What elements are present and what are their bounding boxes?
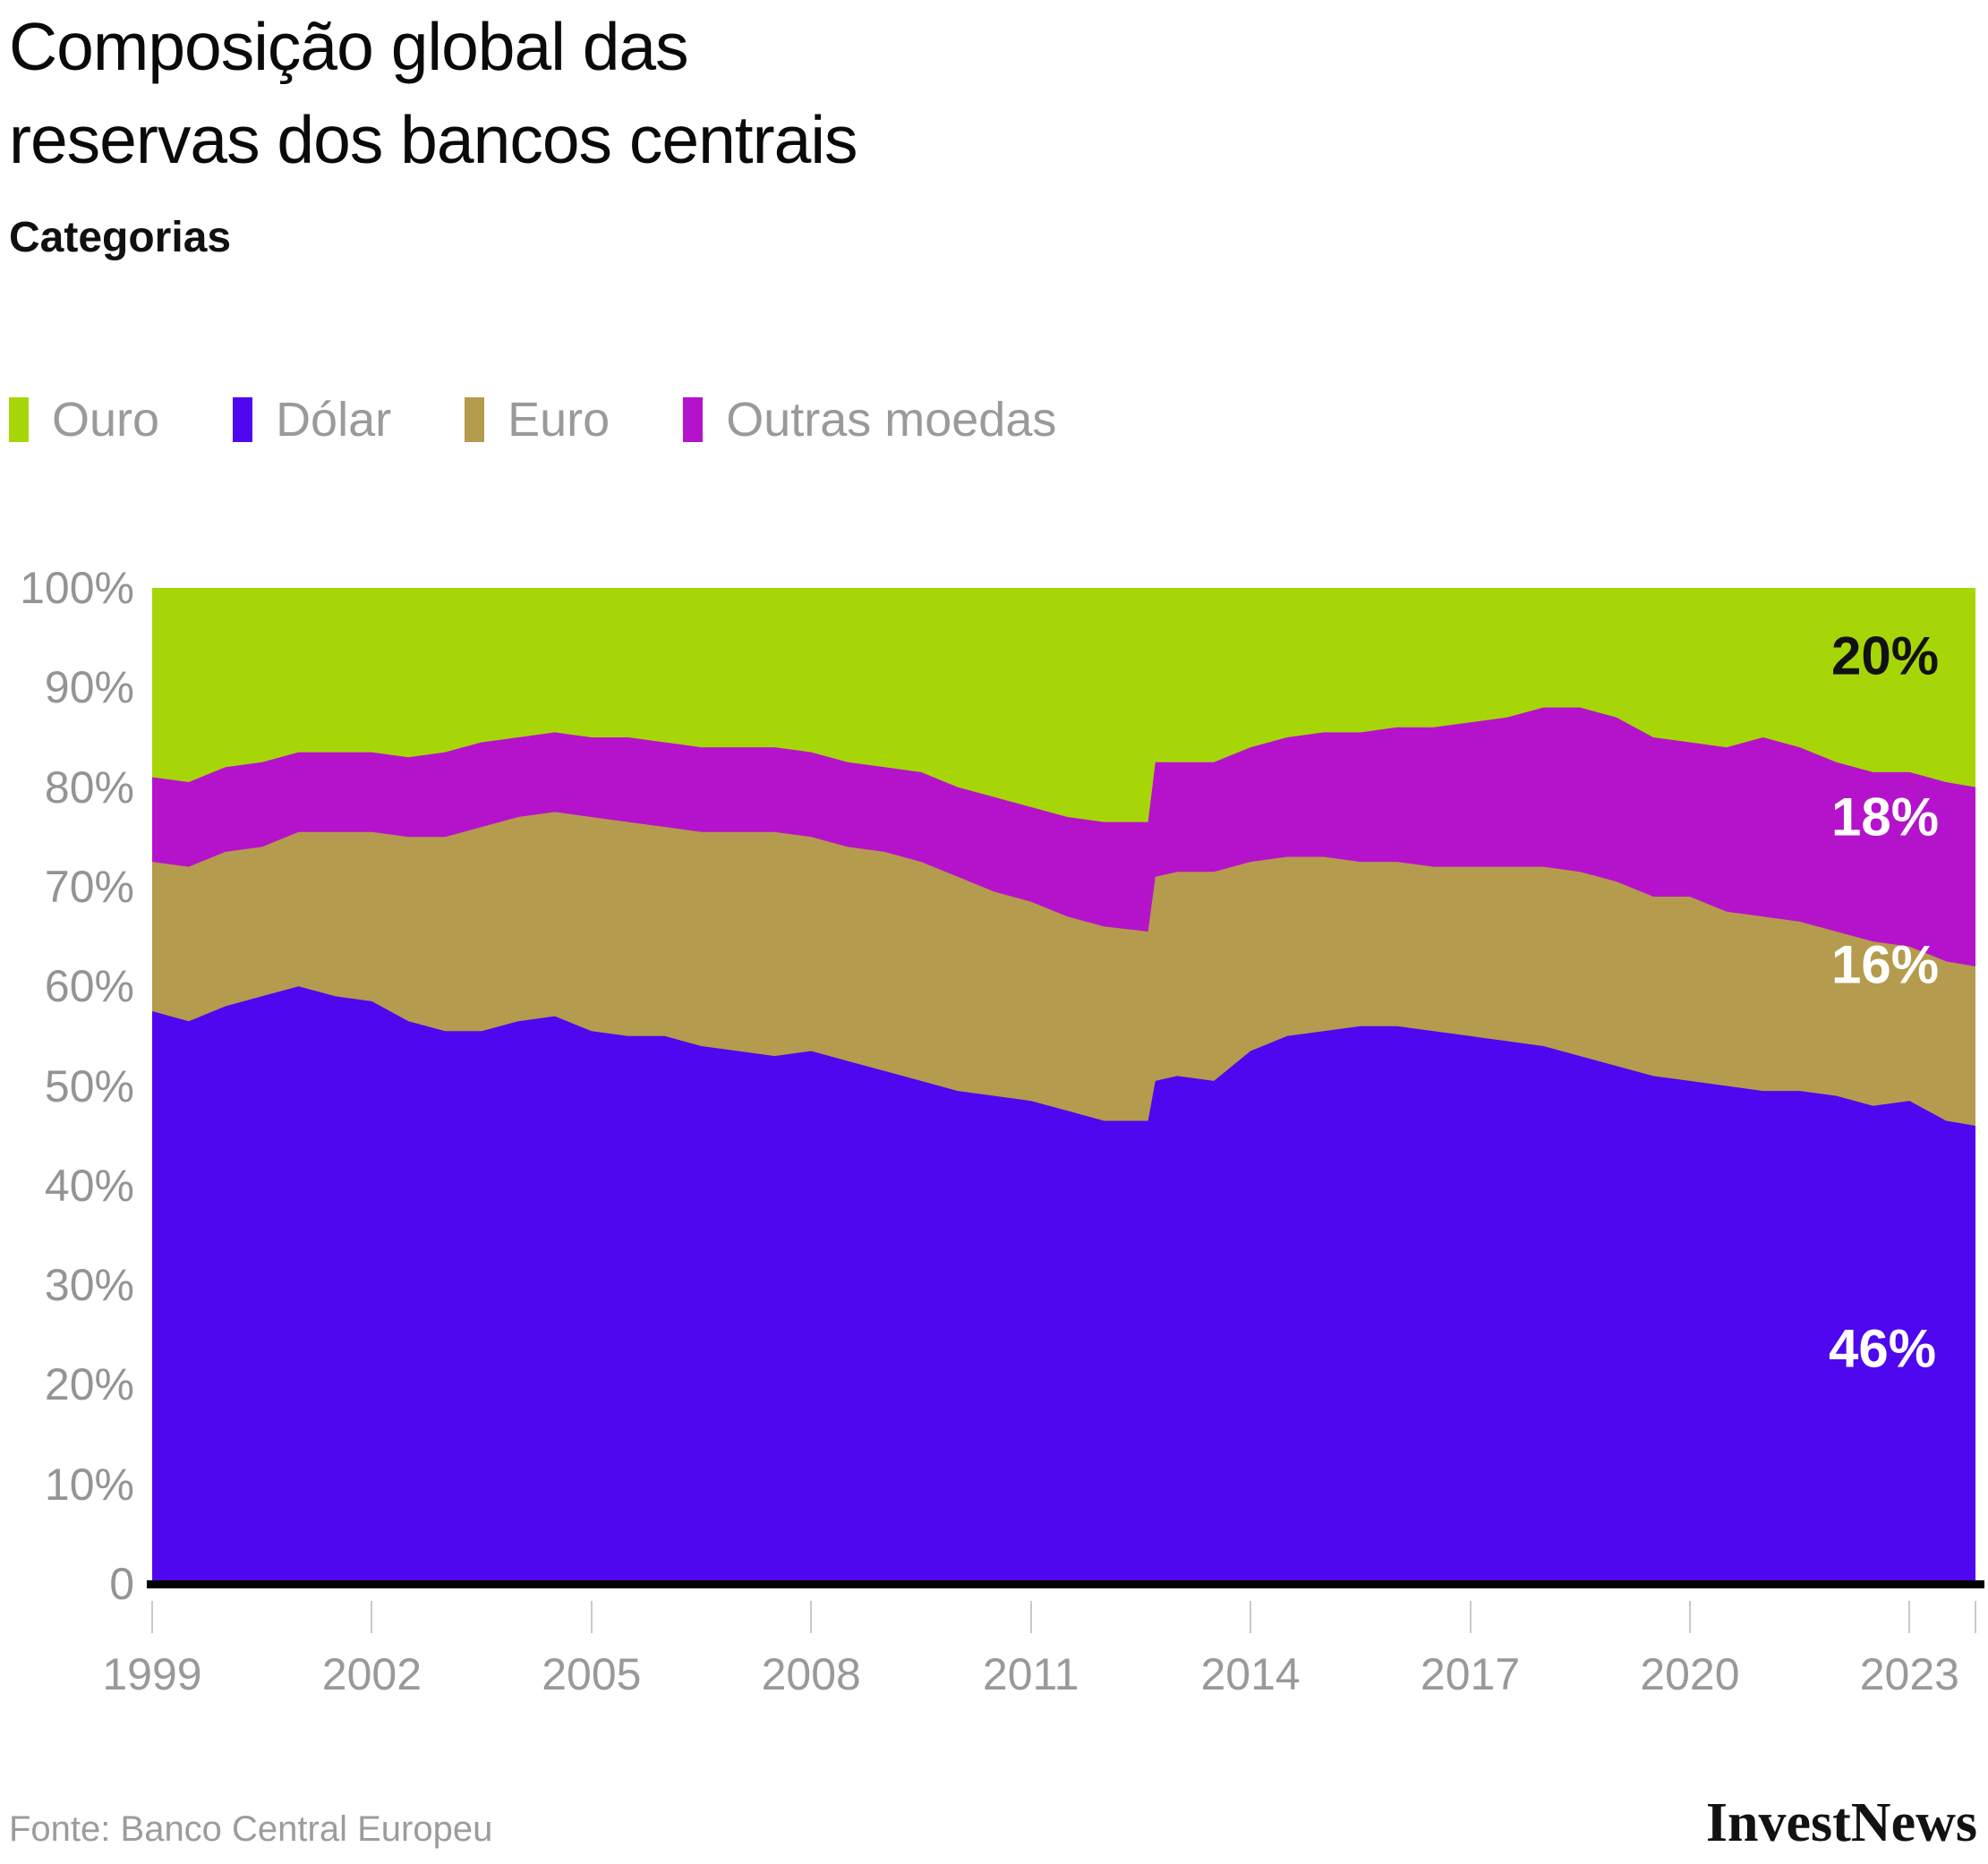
annotation-euro: 16% (1830, 934, 1940, 995)
x-tick-label: 2023 (1859, 1649, 1959, 1699)
x-tick (1469, 1601, 1472, 1633)
x-tick-label: 2002 (321, 1649, 422, 1699)
x-tick (1029, 1601, 1032, 1633)
page-title-line1: Composição global das (9, 9, 689, 84)
legend-item-ouro: Ouro (9, 392, 159, 447)
x-tick-label: 2005 (542, 1649, 642, 1699)
y-tick-label: 100% (20, 563, 134, 613)
legend-label-euro: Euro (508, 393, 610, 447)
x-tick (1688, 1601, 1691, 1633)
x-tick (1908, 1601, 1911, 1633)
y-tick-label: 80% (44, 762, 134, 813)
area-dolar (152, 986, 1975, 1584)
legend-item-euro: Euro (465, 392, 610, 447)
y-tick-label: 30% (44, 1260, 134, 1311)
x-tick-label: 1999 (102, 1649, 202, 1699)
page-title-line2: reservas dos bancos centrais (9, 102, 857, 177)
annotation-ouro: 20% (1830, 626, 1940, 686)
x-tick (590, 1601, 593, 1633)
legend-swatch-outras-moedas (683, 397, 704, 442)
x-tick (151, 1601, 153, 1633)
x-tick (371, 1601, 373, 1633)
x-tick (810, 1601, 813, 1633)
legend-label-ouro: Ouro (52, 393, 160, 447)
annotation-outras-moedas: 18% (1830, 787, 1940, 847)
x-tick-label: 2017 (1420, 1649, 1521, 1699)
y-tick-label: 70% (44, 861, 134, 912)
y-tick-label: 60% (44, 961, 134, 1012)
stacked-area-chart (152, 588, 1975, 1584)
page-title: Composição global das reservas dos bancos… (9, 0, 857, 186)
y-tick-label: 40% (44, 1160, 134, 1211)
y-tick-label: 0 (109, 1559, 134, 1609)
legend-swatch-euro (465, 397, 485, 442)
legend-swatch-ouro (9, 397, 29, 442)
legend-item-outras-moedas: Outras moedas (683, 392, 1056, 447)
legend: Ouro Dólar Euro Outras moedas (9, 392, 1056, 447)
annotation-dolar: 46% (1828, 1318, 1937, 1379)
y-tick-label: 50% (44, 1060, 134, 1111)
x-tick-label: 2020 (1640, 1649, 1740, 1699)
y-tick-label: 20% (44, 1359, 134, 1410)
x-tick-label: 2014 (1200, 1649, 1301, 1699)
legend-swatch-dolar (233, 397, 253, 442)
chart-areas (152, 588, 1975, 1584)
x-tick (1250, 1601, 1252, 1633)
legend-title: Categorias (9, 214, 232, 261)
x-tick-label: 2008 (761, 1649, 861, 1699)
source-note: Fonte: Banco Central Europeu (9, 1809, 493, 1849)
legend-item-dolar: Dólar (233, 392, 391, 447)
legend-label-dolar: Dólar (276, 393, 392, 447)
y-tick-label: 10% (44, 1459, 134, 1510)
legend-label-outras-moedas: Outras moedas (726, 393, 1057, 447)
x-tick-label: 2011 (982, 1649, 1079, 1699)
brand-logo: InvestNews (1705, 1792, 1977, 1853)
x-axis-line (147, 1580, 1984, 1588)
x-tick-axis-end (1975, 1601, 1976, 1633)
y-tick-label: 90% (44, 662, 134, 713)
